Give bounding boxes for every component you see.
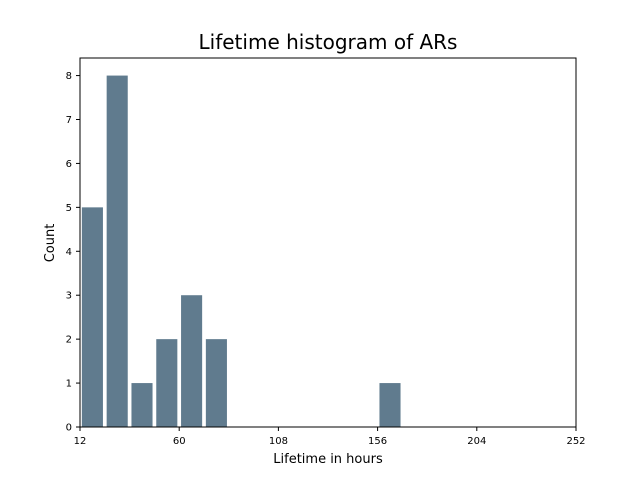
x-axis-label: Lifetime in hours <box>273 452 383 467</box>
y-tick-label-8: 8 <box>66 71 72 82</box>
chart-title: Lifetime histogram of ARs <box>199 30 458 54</box>
x-tick-label-5: 252 <box>566 436 585 447</box>
x-tick-label-2: 108 <box>269 436 288 447</box>
histogram-bar-5 <box>205 339 227 427</box>
y-tick-label-2: 2 <box>66 335 72 346</box>
x-axis: 12 60 108 156 204 252 <box>74 427 586 447</box>
y-axis: 0 1 2 3 4 5 6 7 8 <box>66 71 80 434</box>
x-tick-label-3: 156 <box>368 436 387 447</box>
y-tick-label-5: 5 <box>66 203 72 214</box>
y-tick-label-0: 0 <box>66 423 72 434</box>
plot-frame <box>79 57 577 428</box>
y-tick-label-1: 1 <box>66 379 72 390</box>
x-tick-label-0: 12 <box>74 436 87 447</box>
y-axis-label: Count <box>43 224 58 263</box>
y-tick-label-4: 4 <box>66 247 72 258</box>
y-tick-label-3: 3 <box>66 291 72 302</box>
histogram-bar-4 <box>181 295 203 427</box>
histogram-bar-1 <box>106 75 128 428</box>
histogram-bar-12 <box>379 383 401 427</box>
y-tick-label-7: 7 <box>66 115 72 126</box>
histogram-bar-3 <box>156 339 178 427</box>
histogram-bar-2 <box>131 383 153 427</box>
x-tick-label-4: 204 <box>467 436 486 447</box>
histogram-bar-0 <box>81 207 103 427</box>
y-tick-label-6: 6 <box>66 159 72 170</box>
x-tick-label-1: 60 <box>173 436 186 447</box>
bars-group <box>81 75 401 428</box>
